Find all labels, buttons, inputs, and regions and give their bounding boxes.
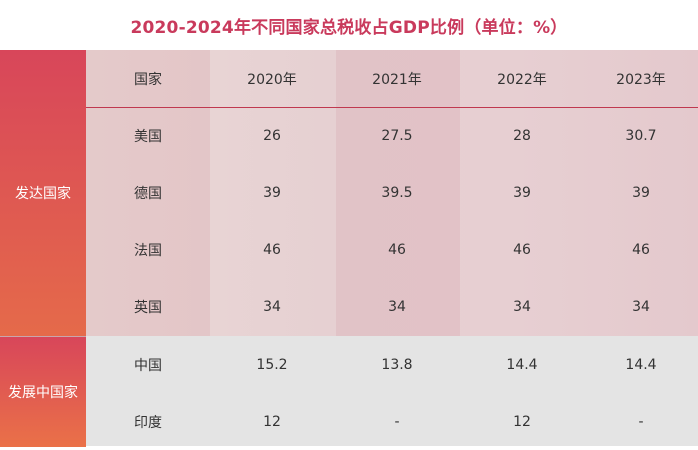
value-cell: 26 xyxy=(263,127,281,144)
column-band xyxy=(336,50,460,336)
value-cell: 34 xyxy=(632,298,650,315)
table-row: 德国 39 39.5 39 39 xyxy=(86,164,698,221)
column-band xyxy=(86,50,210,336)
value-cell: 46 xyxy=(263,241,281,258)
header-cell-country: 国家 xyxy=(134,71,162,88)
value-cell: 39 xyxy=(263,184,281,201)
value-cell: 12 xyxy=(513,413,531,430)
table-title: 2020-2024年不同国家总税收占GDP比例（单位：%） xyxy=(130,17,568,38)
data-table: 发达国家 发展中国家 国家 2020年 2021年 2022年 2023年 美国… xyxy=(0,50,698,447)
value-cell: 27.5 xyxy=(381,127,413,144)
table-row: 中国 15.2 13.8 14.4 14.4 xyxy=(86,336,698,393)
country-cell: 法国 xyxy=(134,242,162,259)
value-cell: 34 xyxy=(388,298,406,315)
value-cell: 34 xyxy=(263,298,281,315)
value-cell: 46 xyxy=(388,241,406,258)
country-cell: 英国 xyxy=(134,299,162,316)
table-row: 美国 26 27.5 28 30.7 xyxy=(86,107,698,164)
value-cell: 34 xyxy=(513,298,531,315)
country-cell: 中国 xyxy=(134,357,162,374)
value-cell: 30.7 xyxy=(625,127,657,144)
header-cell-2021: 2021年 xyxy=(372,71,422,88)
group-label-developing: 发展中国家 xyxy=(0,336,86,447)
developed-panel xyxy=(86,50,698,336)
header-divider xyxy=(86,107,698,108)
value-cell: 39 xyxy=(632,184,650,201)
header-row: 国家 2020年 2021年 2022年 2023年 xyxy=(86,50,698,107)
value-cell: 46 xyxy=(632,241,650,258)
table-row: 印度 12 - 12 - xyxy=(86,393,698,450)
value-cell: - xyxy=(394,413,400,430)
value-cell: 28 xyxy=(513,127,531,144)
value-cell: 12 xyxy=(263,413,281,430)
header-cell-2022: 2022年 xyxy=(497,71,547,88)
value-cell: 39.5 xyxy=(381,184,413,201)
value-cell: 15.2 xyxy=(256,356,288,373)
group-label-developed: 发达国家 xyxy=(0,50,86,336)
value-cell: 13.8 xyxy=(381,356,413,373)
value-cell: - xyxy=(638,413,644,430)
country-cell: 德国 xyxy=(134,185,162,202)
country-cell: 印度 xyxy=(134,414,162,431)
header-cell-2020: 2020年 xyxy=(247,71,297,88)
developing-panel xyxy=(86,336,698,446)
value-cell: 14.4 xyxy=(625,356,657,373)
table-row: 英国 34 34 34 34 xyxy=(86,278,698,335)
value-cell: 46 xyxy=(513,241,531,258)
country-cell: 美国 xyxy=(134,128,162,145)
value-cell: 39 xyxy=(513,184,531,201)
value-cell: 14.4 xyxy=(506,356,538,373)
table-row: 法国 46 46 46 46 xyxy=(86,221,698,278)
header-cell-2023: 2023年 xyxy=(616,71,666,88)
